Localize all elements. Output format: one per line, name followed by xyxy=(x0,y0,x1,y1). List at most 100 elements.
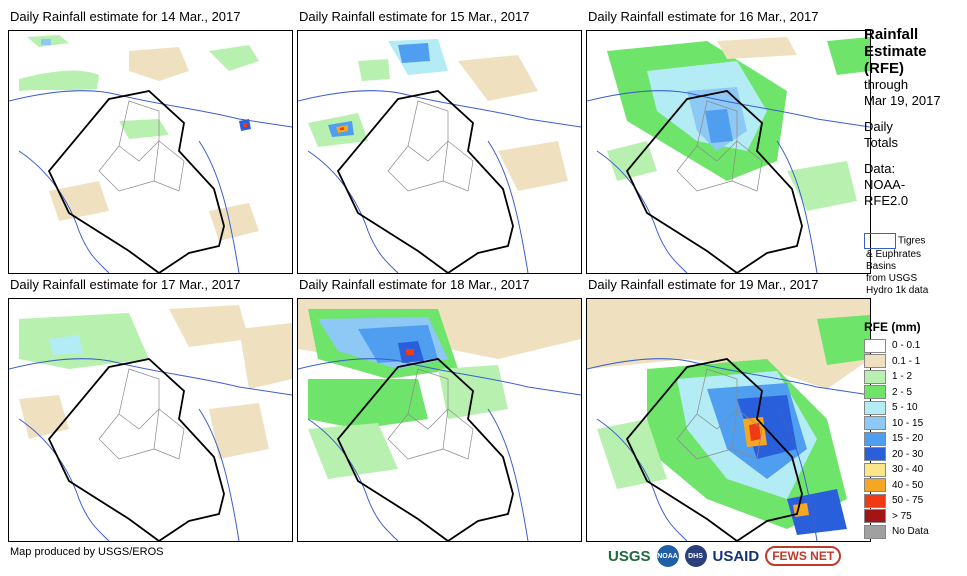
usaid-logo: USAID xyxy=(712,547,760,565)
legend-label: 30 - 40 xyxy=(892,464,924,476)
sidebar-title-line: (RFE) xyxy=(864,60,904,77)
map-panel-14-mar: Daily Rainfall estimate for 14 Mar., 201… xyxy=(8,4,293,274)
logo-strip: USGS NOAA DHS USAID FEWS NET xyxy=(608,542,842,570)
map-panel-15-mar: Daily Rainfall estimate for 15 Mar., 201… xyxy=(297,4,582,274)
map-panel-18-mar: Daily Rainfall estimate for 18 Mar., 201… xyxy=(297,272,582,542)
legend-label: 1 - 2 xyxy=(892,371,913,383)
country-border xyxy=(625,358,803,541)
legend-row: 30 - 40 xyxy=(864,462,964,478)
basin-label: Hydro 1k data xyxy=(866,285,929,296)
map-frame xyxy=(586,30,871,274)
noaa-logo: NOAA xyxy=(656,545,679,567)
map-panel-17-mar: Daily Rainfall estimate for 17 Mar., 201… xyxy=(8,272,293,542)
panel-title: Daily Rainfall estimate for 16 Mar., 201… xyxy=(588,9,819,24)
fews-net-logo: FEWS NET xyxy=(765,546,842,566)
legend-row: 0.1 - 1 xyxy=(864,354,964,370)
basin-lines xyxy=(298,358,581,541)
sidebar-source: NOAA- xyxy=(864,177,906,192)
rain-fill xyxy=(587,299,870,535)
rainfall-map xyxy=(9,305,292,541)
legend-row: 40 - 50 xyxy=(864,478,964,494)
legend-row: No Data xyxy=(864,524,964,540)
panel-title: Daily Rainfall estimate for 19 Mar., 201… xyxy=(588,277,819,292)
rainfall-map xyxy=(587,37,870,273)
legend-row: > 75 xyxy=(864,509,964,525)
basin-label: & Euphrates xyxy=(866,249,922,260)
legend-row: 0 - 0.1 xyxy=(864,338,964,354)
legend-row: 1 - 2 xyxy=(864,369,964,385)
sidebar-date: Mar 19, 2017 xyxy=(864,93,941,108)
usgs-logo: USGS xyxy=(608,547,651,565)
legend-row: 5 - 10 xyxy=(864,400,964,416)
legend-swatch xyxy=(864,416,886,431)
map-frame xyxy=(297,298,582,542)
legend-row: 10 - 15 xyxy=(864,416,964,432)
legend-label: 20 - 30 xyxy=(892,448,924,460)
map-panel-19-mar: Daily Rainfall estimate for 19 Mar., 201… xyxy=(586,272,871,542)
legend-swatch xyxy=(864,447,886,462)
sidebar-through: through xyxy=(864,77,909,92)
dhs-logo: DHS xyxy=(684,545,707,567)
legend-label: 2 - 5 xyxy=(892,386,913,398)
basin-swatch xyxy=(864,233,896,249)
basin-lines xyxy=(9,90,292,273)
legend-swatch xyxy=(864,509,886,524)
basin-lines xyxy=(9,358,292,541)
map-frame xyxy=(8,298,293,542)
map-frame xyxy=(586,298,871,542)
legend-row: 50 - 75 xyxy=(864,493,964,509)
legend-row: 2 - 5 xyxy=(864,385,964,401)
legend-label: 10 - 15 xyxy=(892,417,924,429)
rain-fill xyxy=(19,35,259,241)
rfe-legend: RFE (mm) 0 - 0.1 0.1 - 1 1 - 2 2 - 5 5 - 10 1… xyxy=(864,320,964,540)
sidebar-title-line: Estimate xyxy=(864,43,927,60)
legend-swatch xyxy=(864,338,886,353)
legend-swatch xyxy=(864,431,886,446)
legend-label: 40 - 50 xyxy=(892,479,924,491)
legend-title: RFE (mm) xyxy=(864,320,921,334)
rainfall-map xyxy=(9,35,292,273)
panel-title: Daily Rainfall estimate for 14 Mar., 201… xyxy=(10,9,241,24)
basin-label: Tigres xyxy=(898,235,926,247)
map-credit: Map produced by USGS/EROS xyxy=(10,546,164,558)
basin-label: from USGS xyxy=(866,273,918,284)
province-lines xyxy=(98,100,185,192)
map-frame xyxy=(8,30,293,274)
panel-title: Daily Rainfall estimate for 17 Mar., 201… xyxy=(10,277,241,292)
province-lines xyxy=(676,100,763,192)
legend-row: 20 - 30 xyxy=(864,447,964,463)
legend-label: No Data xyxy=(892,526,929,538)
sidebar-source: RFE2.0 xyxy=(864,193,909,208)
country-border xyxy=(625,90,803,273)
legend-label: 50 - 75 xyxy=(892,495,924,507)
country-border xyxy=(336,358,514,541)
rain-fill xyxy=(607,37,870,211)
legend-swatch xyxy=(864,462,886,477)
province-lines xyxy=(387,368,474,460)
basin-legend: Tigres & Euphrates Basins from USGS Hydr… xyxy=(864,233,964,297)
country-border xyxy=(47,90,225,273)
country-border xyxy=(336,90,514,273)
legend-swatch xyxy=(864,478,886,493)
legend-label: > 75 xyxy=(892,510,912,522)
legend-swatch xyxy=(864,400,886,415)
sidebar-info: Rainfall Estimate (RFE) through Mar 19, … xyxy=(864,26,964,209)
sidebar-totals: Totals xyxy=(864,135,898,150)
rain-fill xyxy=(19,305,292,459)
rain-fill xyxy=(298,299,581,479)
legend-label: 0.1 - 1 xyxy=(892,355,921,367)
legend-label: 15 - 20 xyxy=(892,433,924,445)
map-frame xyxy=(297,30,582,274)
panel-title: Daily Rainfall estimate for 18 Mar., 201… xyxy=(299,277,530,292)
rainfall-map xyxy=(587,299,870,541)
basin-lines xyxy=(587,358,870,541)
province-lines xyxy=(387,100,474,192)
legend-swatch xyxy=(864,369,886,384)
basin-label: Basins xyxy=(866,261,897,272)
sidebar-daily: Daily xyxy=(864,119,893,134)
province-lines xyxy=(676,368,763,460)
rain-fill xyxy=(308,39,568,191)
legend-swatch xyxy=(864,354,886,369)
legend-label: 5 - 10 xyxy=(892,402,918,414)
basin-lines xyxy=(298,90,581,273)
